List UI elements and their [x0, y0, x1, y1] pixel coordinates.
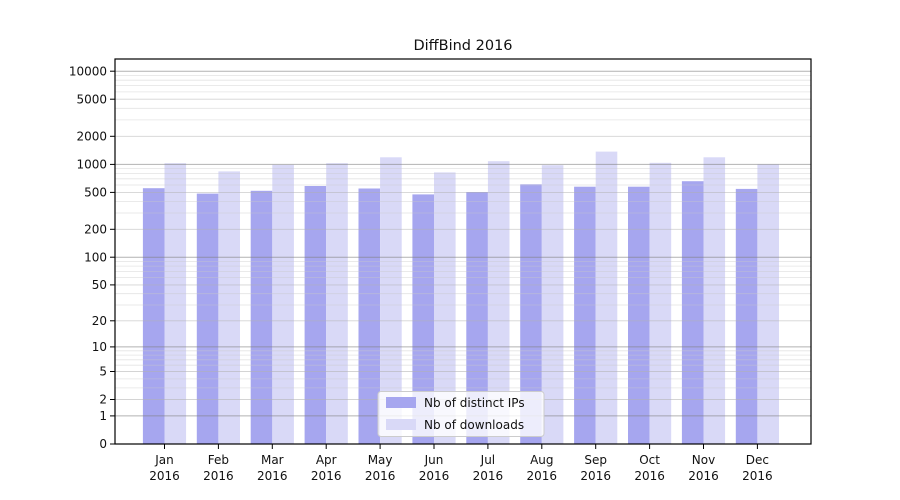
legend-label-distinct-ips: Nb of distinct IPs: [424, 396, 525, 410]
bar-distinct-ips: [142, 188, 165, 444]
y-tick-label: 2000: [76, 130, 107, 144]
bar-downloads: [757, 164, 779, 444]
bar-downloads: [434, 172, 456, 444]
bar-downloads: [541, 165, 564, 444]
y-tick-label: 2: [99, 393, 107, 407]
x-tick-label: Nov 2016: [688, 453, 719, 483]
bar-distinct-ips: [628, 186, 650, 444]
y-tick-label: 10000: [69, 64, 107, 78]
y-tick-label: 5000: [76, 92, 107, 106]
bar-downloads: [487, 161, 510, 444]
bar-downloads: [703, 157, 726, 445]
x-tick-label: Jan 2016: [149, 453, 180, 483]
y-tick-label: 0: [99, 437, 107, 451]
x-tick-label: Oct 2016: [634, 453, 665, 483]
plot-border: [114, 58, 812, 445]
bar-downloads: [649, 162, 672, 445]
bar-distinct-ips: [196, 193, 219, 444]
y-tick-label: 100: [84, 250, 107, 264]
bar-distinct-ips: [358, 188, 381, 444]
legend-box: [377, 391, 545, 437]
bar-distinct-ips: [681, 181, 704, 444]
legend: Nb of distinct IPs Nb of downloads: [377, 391, 545, 437]
bar-distinct-ips: [250, 190, 273, 444]
bar-distinct-ips: [304, 186, 327, 444]
y-tick-label: 10: [92, 340, 107, 354]
plot-area: 0 1 2 5 10 20 50 100 200 500 1000 2000 5000 10000 Jan 2…: [69, 58, 812, 483]
y-tick-label: 50: [92, 278, 107, 292]
x-tick-label: Sep 2016: [580, 453, 611, 483]
y-tick-label: 20: [92, 314, 107, 328]
y-tick-label: 1: [99, 409, 107, 423]
x-tick-label: Mar 2016: [257, 453, 288, 483]
y-tick-label: 200: [84, 223, 107, 237]
chart-title: DiffBind 2016: [413, 38, 512, 54]
x-tick-label: Feb 2016: [203, 453, 234, 483]
bar-downloads: [326, 163, 348, 444]
legend-label-downloads: Nb of downloads: [424, 418, 524, 432]
x-tick-label: Dec 2016: [742, 453, 773, 483]
bar-distinct-ips: [735, 188, 758, 444]
x-tick-label: May 2016: [365, 453, 396, 483]
bar-distinct-ips: [466, 192, 488, 444]
legend-swatch-downloads: [386, 419, 416, 430]
x-tick-label: Apr 2016: [311, 453, 342, 483]
bar-downloads: [272, 164, 294, 445]
y-tick-label: 5: [99, 365, 107, 379]
bar-downloads: [595, 151, 618, 444]
x-tick-label: Aug 2016: [527, 453, 558, 483]
x-tick-label: Jul 2016: [473, 453, 504, 483]
x-tick-label: Jun 2016: [419, 453, 450, 483]
bar-downloads: [164, 163, 187, 444]
chart-overlay: DiffBind 2016 Nb of distinct IPs Nb of d…: [377, 38, 545, 437]
bar-downloads: [218, 171, 240, 444]
y-tick-label: 1000: [76, 158, 107, 172]
y-tick-label: 500: [84, 186, 107, 200]
bar-distinct-ips: [574, 186, 596, 444]
legend-swatch-distinct-ips: [386, 397, 416, 408]
